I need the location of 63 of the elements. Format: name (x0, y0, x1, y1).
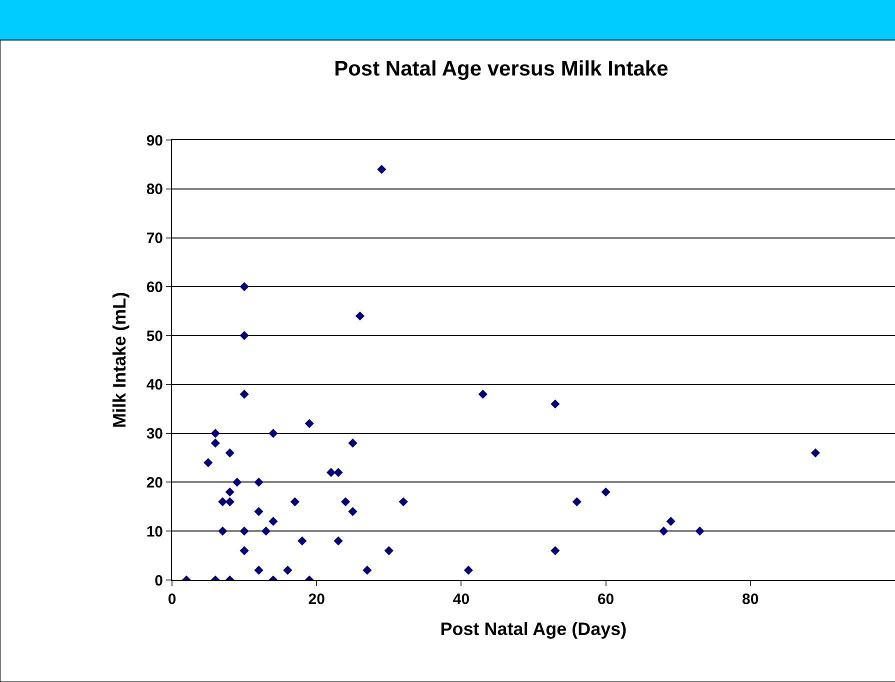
point (210, 438, 220, 448)
y-tick-label: 90 (146, 132, 163, 150)
point (261, 526, 271, 536)
point (225, 487, 234, 497)
point (268, 428, 278, 438)
point (225, 448, 234, 458)
point (810, 448, 820, 458)
point (290, 497, 300, 506)
point (283, 566, 292, 575)
point (362, 566, 372, 575)
point (254, 507, 264, 516)
point (240, 526, 249, 536)
x-tick-label: 60 (597, 591, 614, 608)
point (326, 468, 336, 477)
point (334, 468, 343, 477)
point (478, 390, 488, 399)
point (464, 566, 473, 575)
x-tick-label: 20 (308, 591, 325, 608)
point (695, 526, 704, 536)
x-axis-title: Post Natal Age (Days) (440, 619, 627, 640)
point (601, 487, 610, 497)
point (340, 497, 350, 506)
point (204, 458, 213, 468)
y-tick-label: 60 (146, 278, 163, 296)
point (348, 438, 358, 448)
point (572, 497, 582, 506)
point (218, 497, 228, 506)
point (240, 390, 249, 399)
y-tick-label: 70 (146, 230, 163, 248)
point (398, 497, 408, 506)
point (304, 419, 314, 428)
y-tick-label: 80 (146, 181, 163, 198)
point (348, 507, 358, 516)
point (210, 428, 220, 438)
point (254, 478, 264, 487)
point (298, 536, 307, 546)
y-axis-title: Milk Intake (mL) (110, 292, 130, 428)
point (355, 311, 365, 321)
x-tick-label: 0 (168, 591, 176, 608)
y-tick-label: 20 (146, 474, 163, 492)
point (550, 546, 560, 556)
point (218, 526, 228, 536)
chart-title: Post Natal Age versus Milk Intake (334, 58, 668, 81)
point (334, 536, 343, 546)
point (659, 526, 668, 536)
y-tick-label: 10 (146, 523, 163, 540)
point (240, 282, 249, 292)
y-tick-label: 30 (146, 426, 163, 443)
point (240, 546, 249, 556)
point (268, 516, 278, 526)
point (225, 497, 234, 506)
x-tick-label: 80 (742, 591, 759, 608)
point (377, 164, 386, 174)
point (550, 399, 560, 409)
point (254, 566, 264, 575)
point (240, 331, 249, 340)
x-tick-label: 40 (452, 591, 470, 608)
point (384, 546, 394, 556)
point (232, 478, 242, 487)
point (666, 516, 676, 526)
y-tick-label: 50 (146, 328, 163, 345)
y-tick-label: 40 (146, 376, 163, 394)
y-tick-label: 0 (154, 572, 163, 590)
